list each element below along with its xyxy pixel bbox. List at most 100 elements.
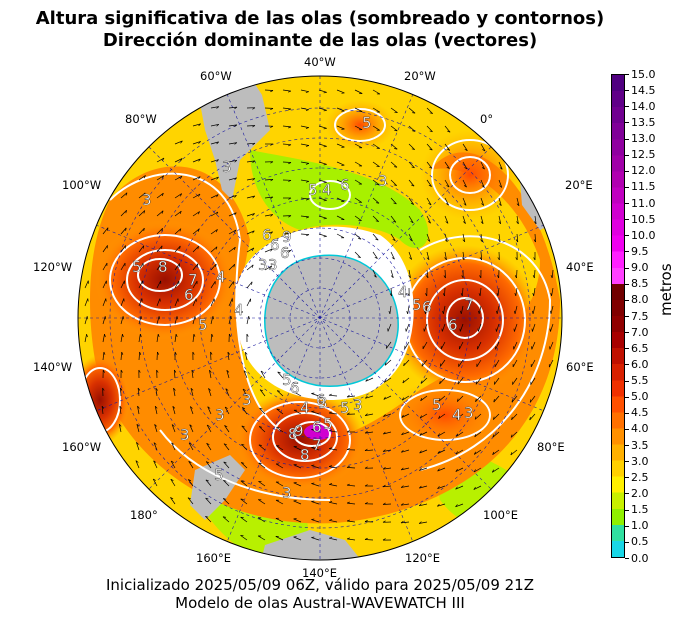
vector-arrow <box>495 341 500 350</box>
vector-arrow <box>336 179 345 184</box>
vector-arrow <box>512 377 518 385</box>
vector-arrow <box>240 480 248 487</box>
vector-arrow <box>102 262 108 271</box>
vector-arrow <box>364 539 374 541</box>
vector-arrow <box>187 497 194 505</box>
vector-arrow <box>318 179 327 183</box>
vector-arrow <box>192 211 200 217</box>
vector-arrow <box>246 298 251 307</box>
vector-arrow <box>419 431 428 436</box>
vector-arrow <box>462 179 467 188</box>
vector-arrowhead <box>241 462 245 464</box>
vector-arrow <box>258 462 266 469</box>
colorbar-tick-mark <box>625 251 629 253</box>
vector-arrow <box>228 229 237 235</box>
vector-arrowhead <box>394 166 398 168</box>
lon-label-180: 180° <box>130 508 158 522</box>
vector-arrow <box>156 192 164 199</box>
vector-arrowhead <box>191 369 194 373</box>
colorbar-tick-label: 4.5 <box>631 406 649 420</box>
vector-arrowhead <box>382 467 386 470</box>
lon-label-140e: 140°E <box>302 566 337 580</box>
vector-arrow <box>222 516 230 523</box>
vector-arrow <box>549 341 554 350</box>
vector-arrow <box>408 143 415 150</box>
vector-arrow <box>102 245 108 253</box>
vector-arrow <box>372 251 378 259</box>
vector-arrowhead <box>252 160 256 163</box>
lon-label-120e: 120°E <box>405 551 440 565</box>
colorbar-tick-label: 8.0 <box>631 293 649 307</box>
vector-arrow <box>318 107 327 111</box>
vector-arrowhead <box>86 334 88 338</box>
vector-arrowhead <box>323 217 327 220</box>
vector-arrow <box>170 479 176 487</box>
vector-arrow <box>154 424 158 433</box>
vector-arrow <box>102 316 106 325</box>
vector-arrowhead <box>86 316 89 320</box>
vector-arrowhead <box>242 407 246 410</box>
vector-arrowhead <box>463 203 467 206</box>
vector-arrow <box>444 215 449 224</box>
vector-arrowhead <box>323 163 327 166</box>
vector-arrowhead <box>364 413 368 416</box>
vector-arrow <box>209 370 212 379</box>
vector-arrow <box>422 341 428 350</box>
lon-label-160e: 160°E <box>196 551 231 565</box>
vector-arrowhead <box>311 464 315 466</box>
vector-arrowhead <box>499 185 503 188</box>
vector-arrow <box>226 370 230 379</box>
vector-arrowhead <box>514 275 517 279</box>
contour-label: 3 <box>318 394 328 412</box>
vector-arrow <box>390 269 394 278</box>
lon-label-140w: 140°W <box>33 360 73 374</box>
vector-arrow <box>530 359 536 368</box>
lon-label-80e: 80°E <box>537 440 565 454</box>
vector-arrow <box>494 377 500 385</box>
vector-arrow <box>347 502 356 505</box>
vector-arrow <box>228 281 234 289</box>
vector-arrow <box>510 431 518 438</box>
vector-arrow <box>347 520 356 523</box>
vector-arrow <box>228 264 235 271</box>
vector-arrowhead <box>179 245 181 249</box>
vector-arrow <box>336 125 345 130</box>
vector-arrow <box>479 287 482 296</box>
vector-arrow <box>170 497 176 505</box>
vector-arrowhead <box>410 202 414 205</box>
vector-arrow <box>318 89 327 93</box>
vector-arrowhead <box>401 432 404 436</box>
vector-arrowhead <box>198 176 201 180</box>
colorbar-tick-mark <box>625 461 629 463</box>
vector-arrowhead <box>513 328 515 332</box>
vector-arrowhead <box>382 484 386 488</box>
contour-label: 5 <box>362 114 372 132</box>
vector-arrowhead <box>270 90 274 93</box>
vector-arrow <box>138 227 145 235</box>
vector-arrow <box>372 215 379 222</box>
vector-arrowhead <box>252 213 255 216</box>
vector-arrow <box>336 89 345 94</box>
vector-arrowhead <box>270 248 273 252</box>
vector-arrowhead <box>270 231 273 235</box>
vector-arrowhead <box>400 467 404 471</box>
vector-arrowhead <box>153 478 156 481</box>
vector-arrowhead <box>172 406 176 409</box>
vector-arrow <box>408 215 414 223</box>
vector-arrowhead <box>510 452 513 456</box>
vector-arrowhead <box>323 235 327 238</box>
vector-arrow <box>173 369 176 379</box>
vector-arrow <box>153 460 158 469</box>
vector-arrow <box>390 233 396 241</box>
vector-arrow <box>300 89 309 93</box>
vector-arrow <box>259 389 266 397</box>
vector-arrow <box>387 323 392 332</box>
vector-arrow <box>174 280 180 289</box>
vector-arrow <box>118 424 122 433</box>
vector-arrowhead <box>514 292 517 297</box>
vector-arrow <box>210 123 219 127</box>
vector-arrow <box>444 251 447 260</box>
vector-arrowhead <box>462 239 466 243</box>
vector-arrow <box>336 215 345 220</box>
vector-arrowhead <box>223 479 227 482</box>
